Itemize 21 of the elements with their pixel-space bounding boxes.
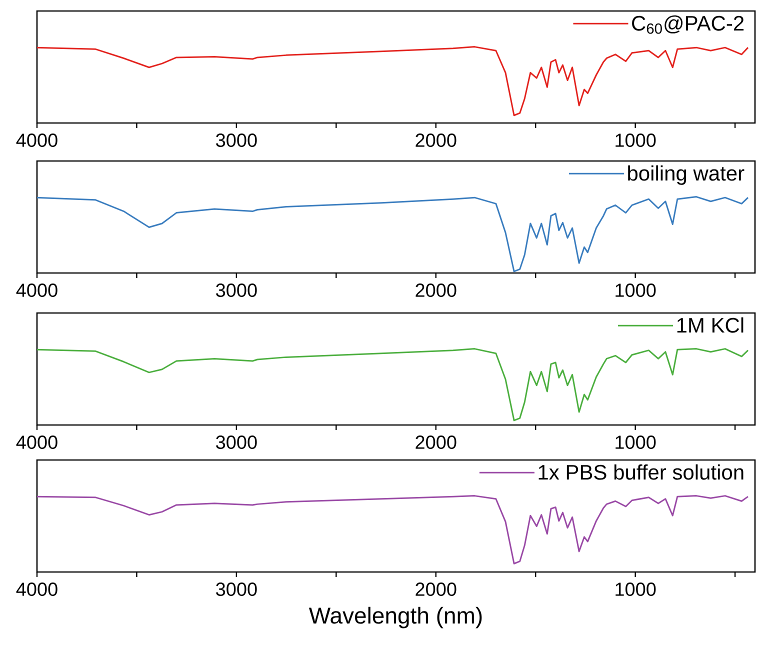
x-tick-label: 2000 — [416, 582, 456, 596]
x-tick-label: 4000 — [16, 134, 58, 147]
x-tick-label: 3000 — [216, 284, 257, 297]
x-tick-label: 2000 — [416, 436, 456, 449]
x-tick-label: 3000 — [216, 582, 257, 596]
legend-label: 1M KCl — [677, 317, 744, 333]
x-tick-label: 4000 — [16, 436, 58, 449]
x-tick-label: 3000 — [216, 436, 257, 449]
x-tick-label: 1000 — [616, 436, 656, 449]
x-tick-label: 2000 — [416, 284, 456, 297]
x-tick-label: 2000 — [416, 134, 456, 147]
x-tick-label: 1000 — [616, 284, 656, 297]
legend-label: C$_{60}$@PAC-2 — [632, 15, 744, 34]
x-tick-label: 4000 — [16, 284, 58, 297]
x-axis-title: Wavelength (nm) — [308, 606, 482, 628]
legend-label: 1x PBS buffer solution — [538, 464, 744, 480]
x-tick-label: 4000 — [16, 582, 58, 596]
x-tick-label: 3000 — [216, 134, 257, 147]
legend-label: boiling water — [628, 165, 744, 185]
x-tick-label: 1000 — [616, 134, 656, 147]
x-tick-label: 1000 — [616, 582, 656, 596]
